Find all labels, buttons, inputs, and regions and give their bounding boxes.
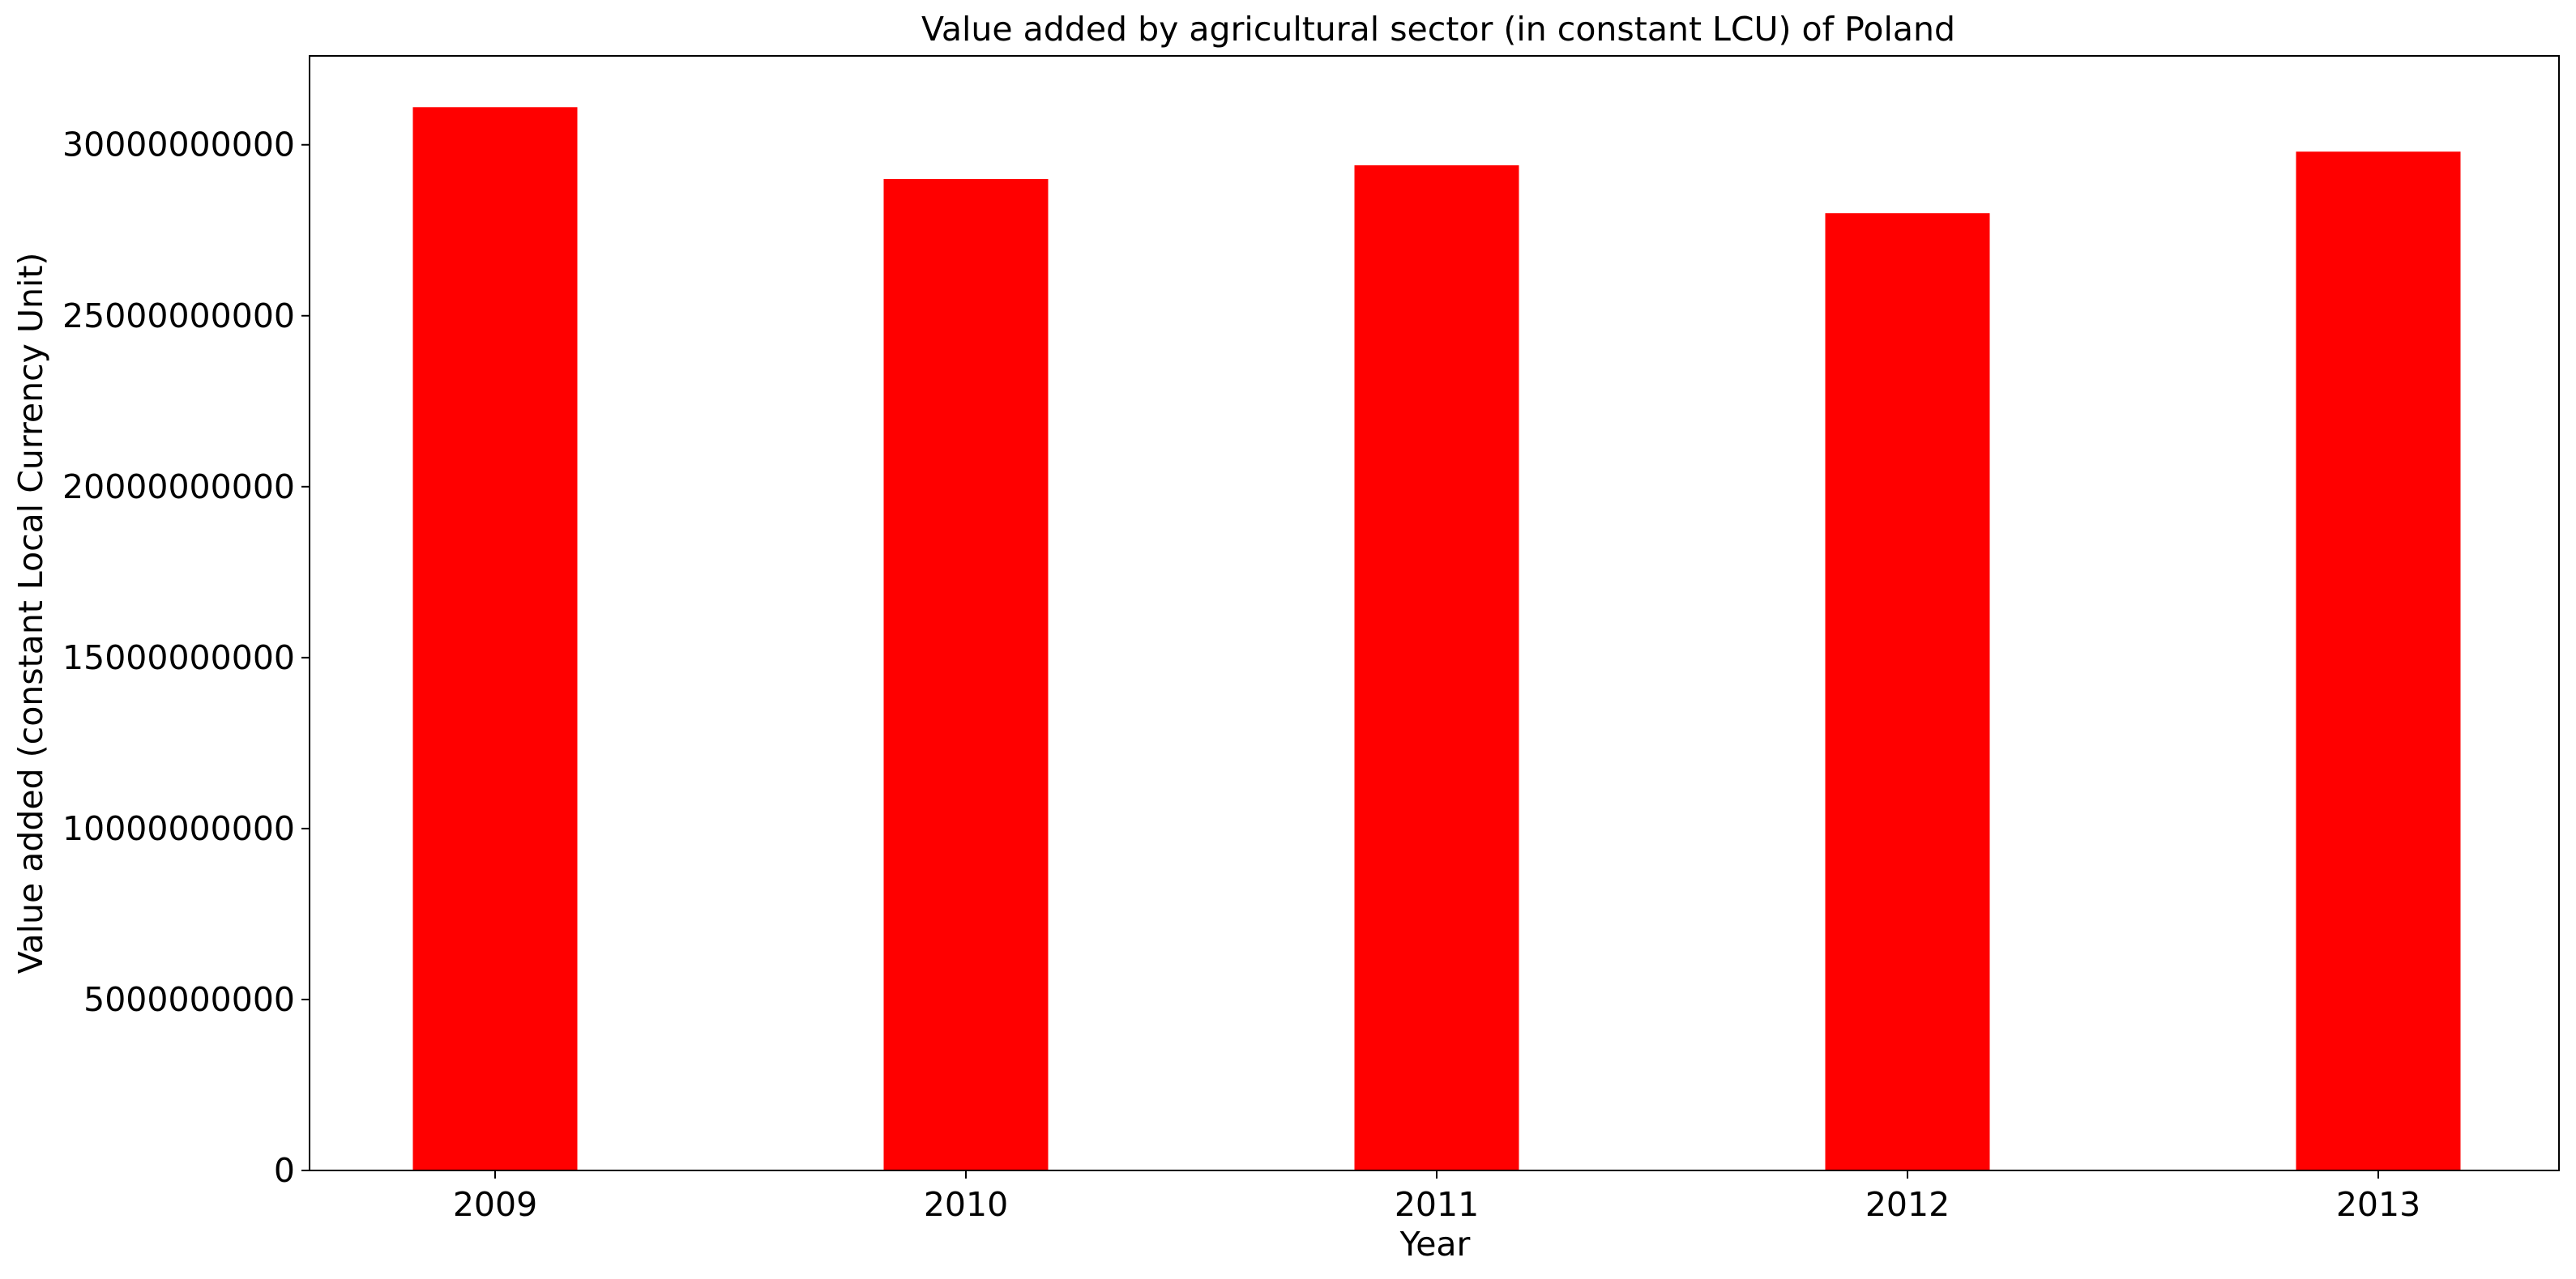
bar-2013 — [2296, 151, 2461, 1171]
chart-title: Value added by agricultural sector (in c… — [921, 10, 1955, 49]
bar-2012 — [1825, 213, 1990, 1171]
x-tick-label: 2012 — [1865, 1185, 1950, 1224]
y-tick-label: 15000000000 — [62, 638, 295, 677]
bar-2011 — [1354, 165, 1519, 1171]
plot-frame — [309, 55, 2560, 1171]
x-tick-label: 2009 — [453, 1185, 537, 1224]
x-axis-label: Year — [1399, 1225, 1471, 1264]
bar-2010 — [883, 179, 1049, 1170]
y-axis-label: Value added (constant Local Currency Uni… — [11, 253, 50, 974]
y-tick-label: 0 — [274, 1151, 295, 1190]
y-tick-label: 25000000000 — [62, 296, 295, 335]
plot-area: 2009 2010 2011 2012 2013 0 5000000000 100000000… — [62, 107, 2461, 1224]
y-tick-label: 5000000000 — [83, 980, 295, 1019]
y-tick-label: 30000000000 — [62, 126, 295, 164]
x-tick-label: 2011 — [1395, 1185, 1479, 1224]
bar-2009 — [412, 107, 578, 1170]
y-tick-label: 20000000000 — [62, 467, 295, 506]
x-tick-label: 2013 — [2336, 1185, 2420, 1224]
x-tick-label: 2010 — [924, 1185, 1008, 1224]
y-tick-label: 10000000000 — [62, 809, 295, 848]
